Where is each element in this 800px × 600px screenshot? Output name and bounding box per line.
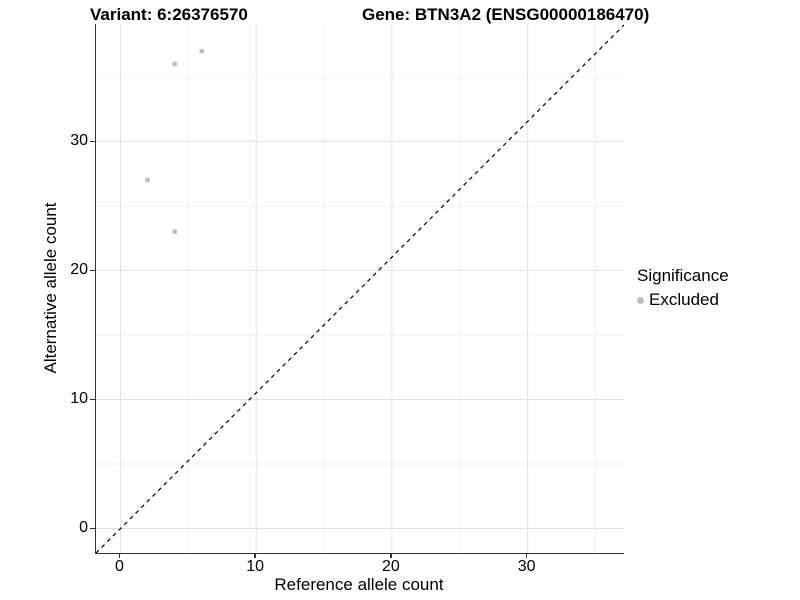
data-point bbox=[145, 177, 151, 183]
x-tick-mark bbox=[118, 553, 121, 558]
x-tick-mark bbox=[254, 553, 256, 558]
plot-title-gene: Gene: BTN3A2 (ENSG00000186470) bbox=[362, 5, 650, 24]
data-point bbox=[172, 229, 178, 235]
data-point bbox=[172, 61, 178, 67]
y-axis-title: Alternative allele count bbox=[41, 202, 60, 374]
x-tick-label: 10 bbox=[246, 558, 265, 575]
y-tick-label: 10 bbox=[70, 390, 88, 408]
y-tick-mark bbox=[90, 398, 95, 401]
legend-point-icon bbox=[637, 296, 644, 304]
plot-canvas bbox=[96, 24, 624, 553]
identity-dashed-line bbox=[96, 24, 624, 553]
x-tick-mark bbox=[390, 553, 392, 558]
y-tick-mark bbox=[90, 527, 95, 530]
x-tick-label: 30 bbox=[517, 558, 536, 575]
legend-items: Excluded bbox=[637, 290, 729, 310]
y-tick-label: 20 bbox=[70, 261, 88, 279]
y-tick-mark bbox=[90, 269, 95, 272]
plot-title-variant: Variant: 6:26376570 bbox=[90, 5, 248, 24]
x-tick-label: 20 bbox=[381, 558, 400, 575]
legend: Significance Excluded bbox=[637, 266, 729, 310]
x-tick-mark bbox=[525, 553, 528, 558]
legend-title: Significance bbox=[637, 266, 729, 285]
y-tick-mark bbox=[90, 140, 95, 143]
y-tick-label: 30 bbox=[70, 132, 88, 150]
x-axis-title: Reference allele count bbox=[274, 575, 444, 594]
x-tick-label: 0 bbox=[114, 558, 124, 575]
y-tick-label: 0 bbox=[79, 519, 88, 537]
legend-item-label: Excluded bbox=[649, 290, 719, 309]
data-point bbox=[199, 48, 205, 54]
legend-item: Excluded bbox=[637, 290, 729, 310]
plot-panel bbox=[95, 24, 624, 554]
